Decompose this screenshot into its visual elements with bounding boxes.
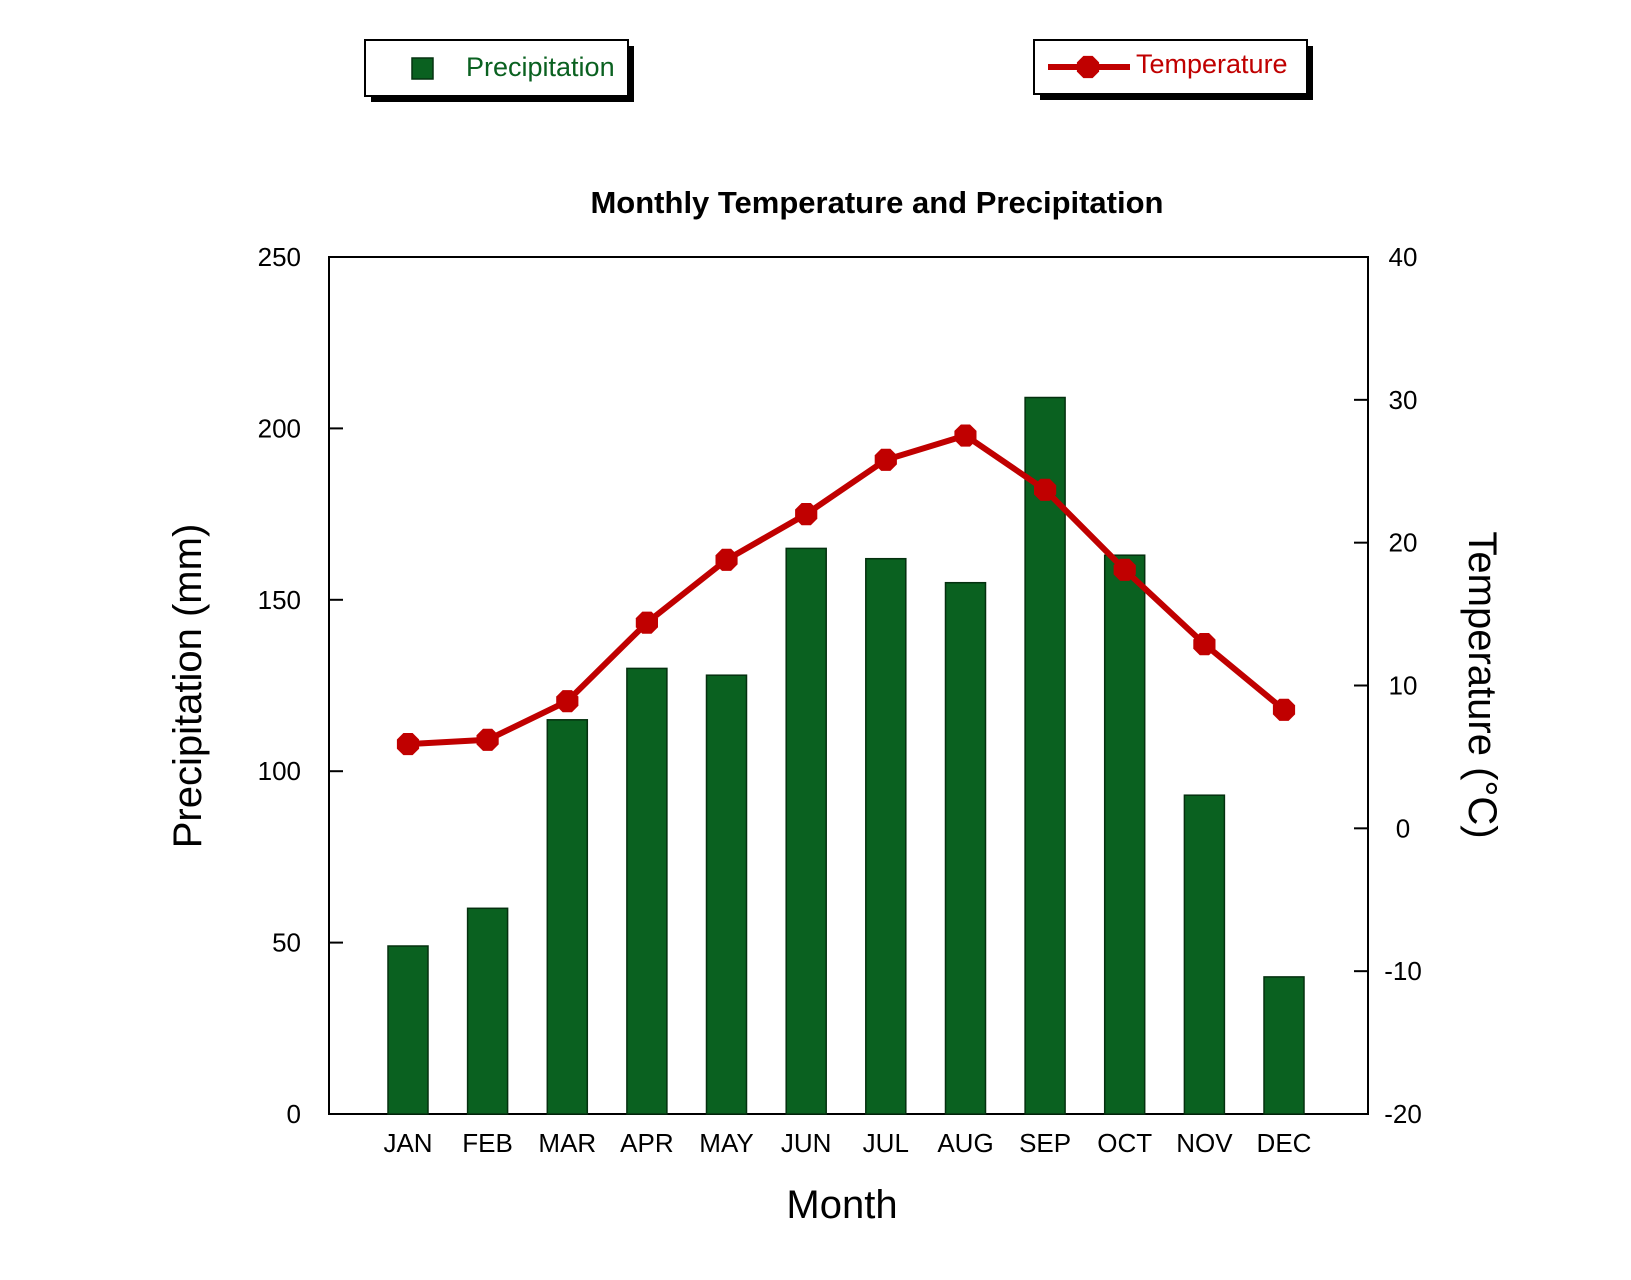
right-tick-label: 10 bbox=[1389, 671, 1418, 701]
legend-bar-swatch bbox=[411, 57, 434, 80]
left-axis-ticks: 0 50 100 150 200 250 bbox=[258, 242, 343, 1129]
precipitation-bar bbox=[1024, 396, 1066, 1115]
x-tick-label: MAR bbox=[538, 1128, 596, 1158]
right-axis-ticks: -20 -10 0 10 20 30 40 bbox=[1354, 242, 1422, 1129]
x-tick-label: JUN bbox=[781, 1128, 832, 1158]
left-tick-label: 150 bbox=[258, 585, 301, 615]
temperature-point bbox=[1034, 478, 1057, 501]
legend-precipitation-label: Precipitation bbox=[466, 52, 615, 82]
right-tick-label: -10 bbox=[1384, 956, 1422, 986]
right-tick-label: 40 bbox=[1389, 242, 1418, 272]
temperature-point bbox=[954, 424, 977, 447]
y-axis-label: Precipitation (mm) bbox=[166, 524, 210, 849]
temperature-point bbox=[715, 548, 738, 571]
temperature-point bbox=[396, 733, 420, 756]
x-tick-label: APR bbox=[620, 1128, 673, 1158]
legend-box bbox=[1033, 39, 1308, 95]
temperature-series bbox=[396, 424, 1296, 756]
x-axis-label: Month bbox=[786, 1183, 897, 1227]
x-tick-label: OCT bbox=[1097, 1128, 1152, 1158]
legend-temperature-label: Temperature bbox=[1136, 49, 1288, 79]
temperature-line bbox=[407, 432, 1286, 748]
x-tick-label: FEB bbox=[462, 1128, 513, 1158]
precipitation-bar bbox=[466, 907, 509, 1115]
temperature-point bbox=[1272, 698, 1296, 721]
precipitation-bars bbox=[387, 396, 1305, 1115]
right-tick-label: 0 bbox=[1396, 813, 1410, 843]
x-axis-tick-labels: JAN FEB MAR APR MAY JUN JUL AUG SEP OCT NOV DEC bbox=[383, 1128, 1311, 1158]
precipitation-bar bbox=[387, 945, 429, 1115]
y2-axis-label: Temperature (°C) bbox=[1460, 531, 1504, 838]
right-tick-label: 30 bbox=[1389, 385, 1418, 415]
x-tick-label: SEP bbox=[1019, 1128, 1071, 1158]
precipitation-bar bbox=[1183, 794, 1226, 1115]
temperature-point bbox=[476, 728, 499, 751]
x-tick-label: AUG bbox=[937, 1128, 993, 1158]
left-tick-label: 200 bbox=[258, 413, 301, 443]
x-tick-label: NOV bbox=[1176, 1128, 1233, 1158]
right-tick-label: 20 bbox=[1389, 528, 1418, 558]
right-tick-label: -20 bbox=[1384, 1099, 1422, 1129]
precipitation-bar bbox=[1263, 976, 1305, 1115]
precipitation-bar bbox=[705, 674, 748, 1115]
temperature-point bbox=[874, 448, 897, 471]
legend-precipitation: Precipitation bbox=[364, 39, 634, 102]
left-tick-label: 250 bbox=[258, 242, 301, 272]
x-tick-label: MAY bbox=[699, 1128, 753, 1158]
precipitation-bar bbox=[865, 557, 907, 1115]
x-tick-label: DEC bbox=[1257, 1128, 1312, 1158]
legend-marker-swatch bbox=[1076, 55, 1100, 79]
chart-title: Monthly Temperature and Precipitation bbox=[590, 185, 1163, 220]
precipitation-bar bbox=[1103, 554, 1146, 1115]
temperature-point bbox=[556, 690, 579, 713]
legend-temperature: Temperature bbox=[1033, 39, 1313, 100]
temperature-point bbox=[795, 503, 818, 526]
x-tick-label: JUL bbox=[863, 1128, 909, 1158]
temperature-point bbox=[1113, 558, 1136, 581]
temperature-point bbox=[635, 611, 658, 634]
precipitation-bar bbox=[944, 581, 987, 1115]
left-tick-label: 50 bbox=[272, 928, 301, 958]
precipitation-bar bbox=[785, 547, 827, 1115]
x-tick-label: JAN bbox=[383, 1128, 432, 1158]
precipitation-bar bbox=[626, 667, 668, 1115]
legend-box bbox=[364, 39, 629, 97]
left-tick-label: 100 bbox=[258, 756, 301, 786]
temperature-point bbox=[1193, 633, 1216, 656]
left-tick-label: 0 bbox=[287, 1099, 301, 1129]
precipitation-bar bbox=[546, 719, 589, 1115]
